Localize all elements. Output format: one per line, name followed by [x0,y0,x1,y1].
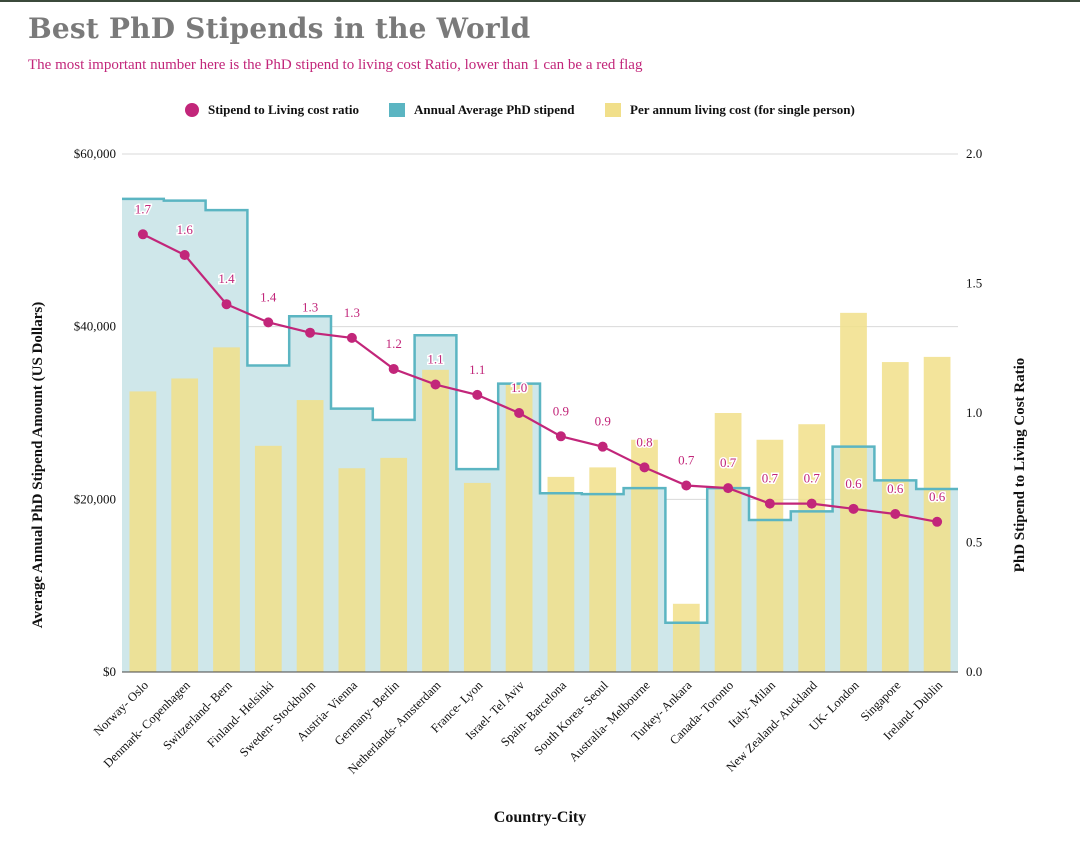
y2-tick-label: 2.0 [966,146,982,161]
living-cost-bar [171,378,199,672]
ratio-data-label: 1.4 [260,289,277,304]
living-cost-bar [714,413,742,672]
ratio-point [221,299,232,310]
chart-title: Best PhD Stipends in the World [28,12,531,45]
ratio-data-label: 0.9 [553,403,569,418]
living-cost-bar [631,439,658,672]
ratio-data-label: 1.1 [469,362,485,377]
ratio-data-label: 1.4 [218,271,235,286]
legend-swatch-ratio [185,103,199,117]
y2-tick-label: 0.5 [966,535,982,550]
ratio-data-label: 1.6 [177,222,194,237]
living-cost-bar [589,467,617,672]
x-tick-label: South Korea- Seoul [531,678,611,758]
ratio-point [890,509,901,520]
ratio-point [723,483,734,494]
y2-tick-label: 1.0 [966,405,982,420]
ratio-data-label: 1.1 [427,352,443,367]
y2-axis-title: PhD Stipend to Living Cost Ratio [1012,358,1028,573]
ratio-point [263,317,274,328]
living-cost-bar [505,383,533,672]
ratio-point [472,389,483,400]
ratio-point [179,250,190,261]
y-tick-label: $40,000 [74,319,116,334]
ratio-point [597,441,608,452]
living-cost-bar [756,439,784,672]
living-cost-bar [547,476,575,672]
ratio-point [430,379,441,390]
ratio-data-label: 0.9 [595,414,611,429]
ratio-point [346,332,357,343]
ratio-data-label: 0.7 [678,453,695,468]
ratio-data-label: 0.6 [845,476,862,491]
ratio-data-label: 1.0 [511,380,527,395]
ratio-point [764,498,775,509]
living-cost-bar [129,391,157,672]
y-axis-title: Average Annual PhD Stipend Amount (US Do… [30,302,46,628]
chart-subtitle: The most important number here is the Ph… [28,57,643,73]
y-tick-label: $60,000 [74,146,116,161]
y2-tick-label: 0.0 [966,664,982,679]
ratio-point [137,229,148,240]
ratio-data-label: 0.7 [762,471,779,486]
legend-item-living[interactable]: Per annum living cost (for single person… [605,102,855,118]
ratio-data-label: 0.7 [804,471,821,486]
x-tick-label: Sweden- Stockholm [237,678,319,760]
y-tick-label: $0 [103,664,116,679]
legend-swatch-stipend [389,103,405,117]
living-cost-bar [672,603,700,672]
legend-item-ratio[interactable]: Stipend to Living cost ratio [185,102,359,118]
ratio-data-label: 1.7 [135,201,152,216]
living-cost-bar [338,468,366,672]
stipend-line [122,197,958,625]
legend-label-stipend: Annual Average PhD stipend [414,102,575,117]
x-tick-label: Australia- Melbourne [566,678,653,765]
y-tick-label: $20,000 [74,491,116,506]
ratio-point [639,462,650,473]
ratio-point [932,516,943,527]
legend-label-ratio: Stipend to Living cost ratio [208,102,359,117]
legend-item-stipend[interactable]: Annual Average PhD stipend [389,102,574,118]
legend-label-living: Per annum living cost (for single person… [630,102,855,117]
ratio-data-label: 1.3 [302,300,318,315]
ratio-point [555,431,566,442]
ratio-line [142,233,938,523]
ratio-data-label: 1.2 [386,336,402,351]
living-cost-bar [380,457,408,672]
ratio-point [681,480,692,491]
y2-tick-label: 1.5 [966,276,982,291]
living-cost-bar [213,347,240,672]
ratio-data-label: 0.6 [929,489,946,504]
living-cost-bar [422,369,449,672]
ratio-data-label: 0.7 [720,455,737,470]
legend: Stipend to Living cost ratio Annual Aver… [0,100,1080,122]
ratio-point [388,363,399,374]
x-axis-title: Country-City [494,809,586,826]
ratio-point [848,503,859,514]
ratio-data-label: 0.8 [636,434,652,449]
ratio-point [806,498,817,509]
ratio-point [514,408,525,418]
living-cost-bar [923,356,951,672]
living-cost-bar [840,312,867,672]
living-cost-bar [463,482,491,672]
ratio-point [305,327,316,338]
living-cost-bar [798,424,826,672]
legend-swatch-living [605,103,621,117]
living-cost-bar [254,445,282,672]
ratio-data-label: 1.3 [344,305,360,320]
ratio-data-label: 0.6 [887,481,904,496]
living-cost-bar [296,400,324,672]
